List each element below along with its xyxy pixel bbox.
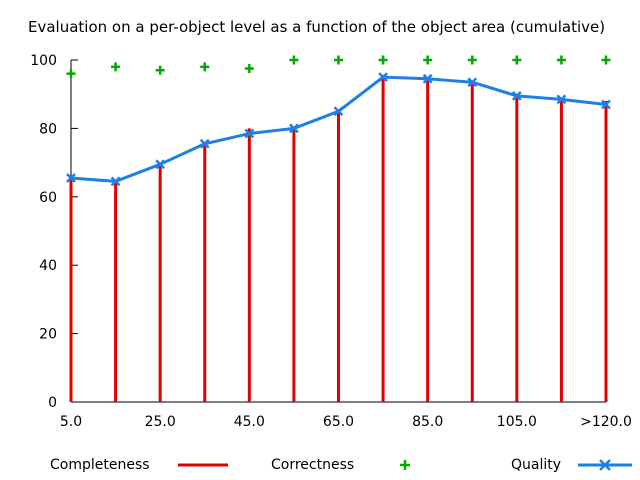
y-axis-ticks: 0 20 40 60 80 100 xyxy=(30,53,78,411)
quality-point xyxy=(244,128,255,139)
quality-point xyxy=(601,99,611,110)
correctness-point xyxy=(244,64,254,74)
correctness-point xyxy=(289,55,299,65)
quality-point xyxy=(378,72,388,82)
completeness-series xyxy=(69,75,608,402)
quality-point xyxy=(422,73,433,84)
legend-label-quality: Quality xyxy=(511,457,561,473)
legend-label-completeness: Completeness xyxy=(50,457,150,473)
correctness-point xyxy=(601,55,611,65)
y-tick-label: 0 xyxy=(48,395,57,411)
correctness-point xyxy=(111,62,121,72)
legend: Completeness Correctness Quality xyxy=(50,457,632,473)
legend-label-correctness: Correctness xyxy=(271,457,354,473)
x-tick-label: 65.0 xyxy=(323,414,354,430)
x-tick-label: 85.0 xyxy=(412,414,443,430)
correctness-point xyxy=(155,65,165,75)
correctness-point xyxy=(66,69,76,79)
quality-point xyxy=(199,138,210,149)
x-tick-label: >120.0 xyxy=(580,414,632,430)
quality-point xyxy=(155,159,166,170)
y-tick-label: 40 xyxy=(39,258,57,274)
correctness-point xyxy=(334,55,343,65)
x-tick-label: 105.0 xyxy=(497,414,537,430)
y-tick-label: 20 xyxy=(39,327,57,343)
legend-swatch-quality xyxy=(578,459,632,471)
legend-swatch-correctness xyxy=(400,460,410,470)
correctness-point xyxy=(200,62,210,72)
quality-point xyxy=(511,91,522,101)
quality-point xyxy=(289,123,299,134)
correctness-point xyxy=(556,55,566,65)
y-tick-label: 60 xyxy=(39,190,57,206)
quality-point xyxy=(110,176,121,187)
x-tick-label: 45.0 xyxy=(234,414,265,430)
y-tick-label: 100 xyxy=(30,53,57,69)
correctness-point xyxy=(423,55,433,65)
quality-series xyxy=(66,72,611,187)
quality-point xyxy=(66,173,76,183)
quality-point xyxy=(333,106,344,117)
quality-point xyxy=(467,77,478,88)
chart-title: Evaluation on a per-object level as a fu… xyxy=(28,18,605,36)
quality-point xyxy=(556,94,567,105)
correctness-series xyxy=(66,55,611,79)
x-axis-ticks: 5.0 25.0 45.0 65.0 85.0 105.0 >120.0 xyxy=(60,396,632,430)
correctness-point xyxy=(467,55,477,65)
x-tick-label: 5.0 xyxy=(60,414,82,430)
correctness-point xyxy=(512,55,522,65)
y-tick-label: 80 xyxy=(39,121,57,137)
x-tick-label: 25.0 xyxy=(145,414,176,430)
correctness-point xyxy=(378,55,388,65)
